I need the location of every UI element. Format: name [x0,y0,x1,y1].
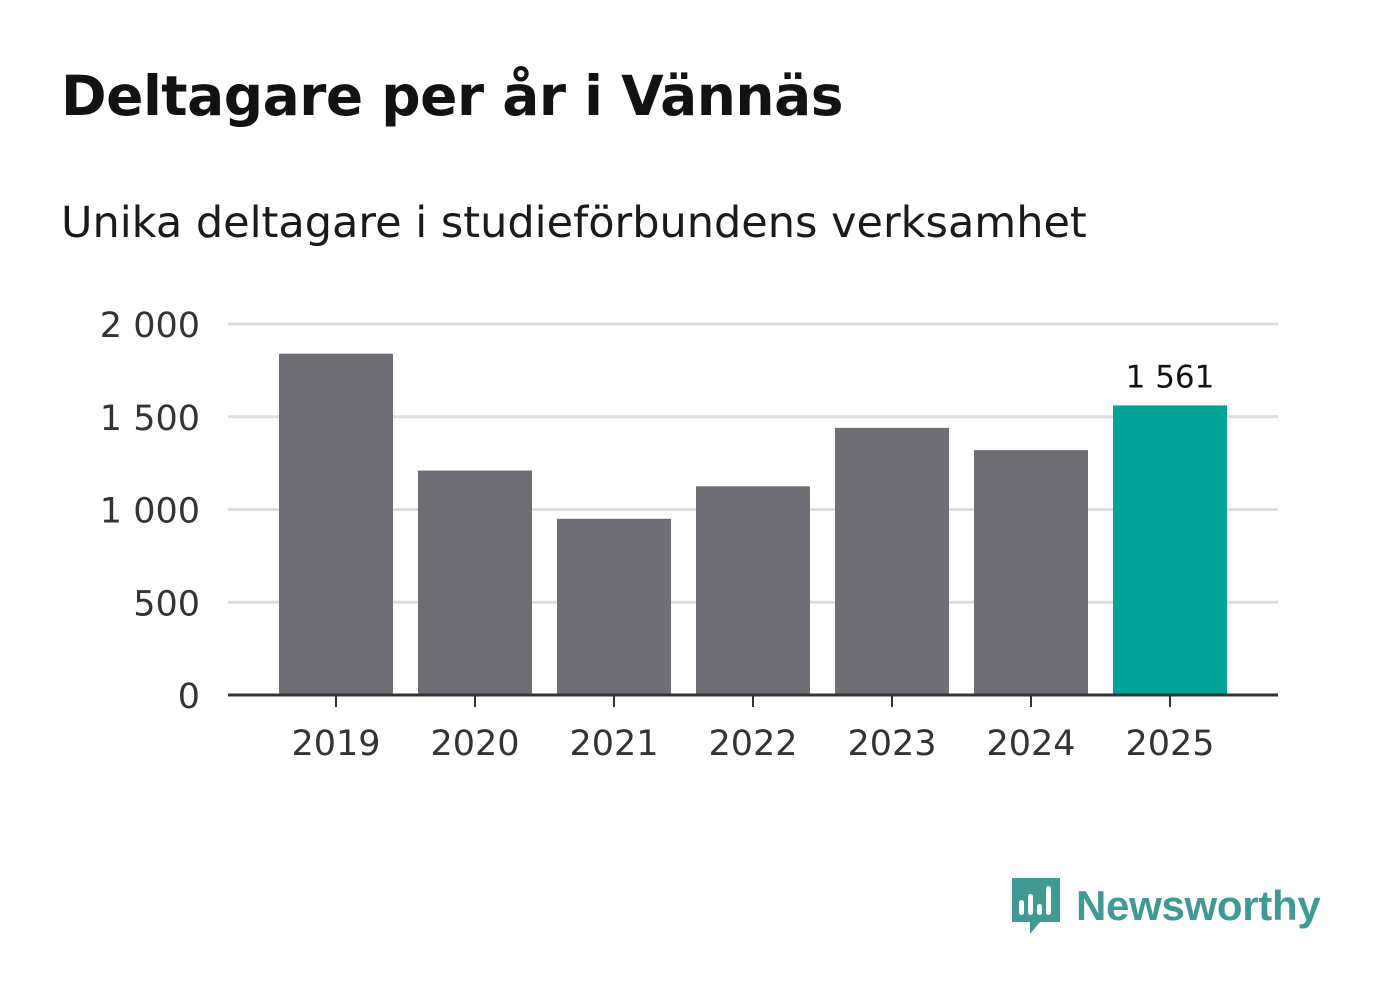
bar-2022 [696,486,810,695]
x-tick-label: 2025 [1125,724,1214,764]
y-tick-label: 500 [133,584,200,624]
x-tick-label: 2020 [430,724,519,764]
bar-2021 [557,518,671,695]
newsworthy-logo-icon [1012,878,1060,934]
chart-title: Deltagare per år i Vännäs [61,64,843,128]
y-tick-label: 1 000 [100,492,200,532]
labels: 0 500 1 000 1 500 2 000 2019 2020 2021 2022 2023 2… [100,306,1215,764]
y-tick-label: 2 000 [100,306,200,346]
bars [279,353,1227,695]
brand-name: Newsworthy [1076,882,1321,929]
bar-2024 [974,450,1088,695]
axes [228,693,1278,707]
brand-logo: Newsworthy [1010,876,1321,936]
x-tick-label: 2022 [708,724,797,764]
bar-2020 [418,470,532,695]
x-tick-label: 2024 [986,724,1075,764]
y-tick-label: 1 500 [100,399,200,439]
x-tick-label: 2023 [847,724,936,764]
x-tick-label: 2021 [569,724,658,764]
x-tick-label: 2019 [291,724,380,764]
data-label: 1 561 [1126,359,1215,395]
y-tick-label: 0 [178,677,200,717]
bar-2025 [1113,405,1227,695]
bar-2019 [279,353,393,695]
bar-2023 [835,427,949,695]
chart-subtitle: Unika deltagare i studieförbundens verks… [61,198,1087,248]
